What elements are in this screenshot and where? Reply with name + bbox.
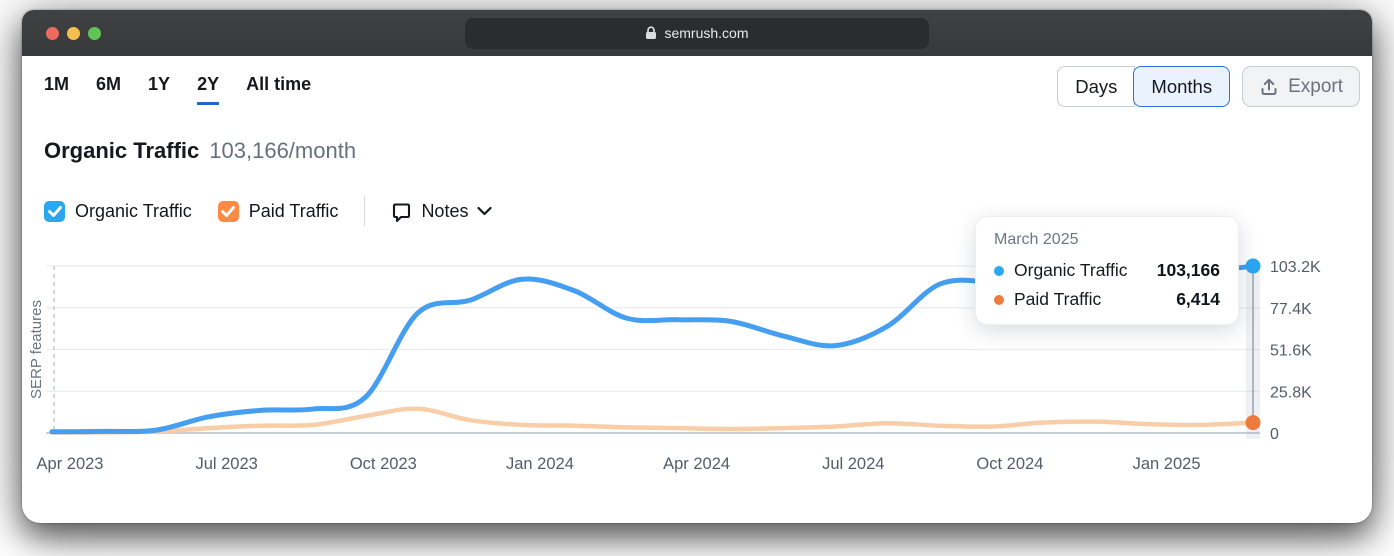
notes-dropdown[interactable]: Notes [391, 200, 493, 222]
tooltip-month: March 2025 [994, 231, 1079, 248]
x-axis-tick-label: Jul 2024 [822, 455, 884, 473]
range-tab-1y[interactable]: 1Y [148, 74, 171, 94]
series-dot-icon [994, 294, 1004, 305]
y-axis-tick-label: 77.4K [1270, 301, 1312, 318]
data-point-dot-organic-traffic [1245, 258, 1261, 274]
x-axis-tick-label: Jan 2025 [1133, 455, 1201, 473]
series-line-paid-traffic [49, 406, 1256, 435]
legend-divider [364, 196, 366, 226]
chart-tooltip: March 2025 Organic Traffic 103,166 Paid Tr… [975, 216, 1239, 325]
minimize-window-button[interactable] [67, 26, 80, 40]
checkbox-organic-traffic[interactable] [44, 200, 65, 222]
x-axis-tick-label: Apr 2023 [37, 455, 104, 473]
page-title: Organic Traffic [44, 138, 200, 163]
data-point-dot-paid-traffic [1245, 415, 1261, 431]
notes-label: Notes [421, 200, 469, 221]
browser-titlebar: semrush.com [22, 10, 1372, 56]
tooltip-series-label: Organic Traffic [1014, 260, 1128, 280]
granularity-days-button[interactable]: Days [1057, 66, 1136, 107]
tooltip-series-value: 6,414 [1176, 289, 1220, 309]
chevron-down-icon [477, 206, 493, 216]
lock-icon [645, 26, 657, 40]
y-axis-tick-label: 0 [1270, 426, 1279, 443]
report-header: Organic Traffic 103,166/month [44, 138, 356, 164]
date-range-tabs: 1M 6M 1Y 2Y All time [44, 74, 311, 105]
y-axis-tick-label: 51.6K [1270, 343, 1312, 360]
x-axis-tick-label: Oct 2024 [976, 455, 1043, 473]
granularity-months-button[interactable]: Months [1133, 66, 1231, 107]
chart-controls: Days Months Export [1057, 66, 1360, 107]
series-dot-icon [994, 265, 1004, 276]
x-axis-tick-label: Apr 2024 [663, 455, 730, 473]
y-axis-tick-label: 103.2K [1270, 259, 1321, 276]
tooltip-series-value: 103,166 [1156, 260, 1220, 280]
range-tab-1m[interactable]: 1M [44, 74, 70, 94]
check-icon [47, 206, 62, 217]
export-label: Export [1288, 75, 1343, 97]
legend-label: Organic Traffic [75, 200, 192, 221]
close-window-button[interactable] [46, 26, 59, 40]
check-icon [221, 206, 236, 217]
tooltip-row-paid-traffic: Paid Traffic 6,414 [994, 289, 1220, 310]
traffic-metric: 103,166/month [209, 138, 357, 163]
export-button[interactable]: Export [1242, 66, 1360, 107]
range-tab-6m[interactable]: 6M [96, 74, 122, 94]
url-text: semrush.com [664, 25, 749, 41]
y-axis-title: SERP features [28, 300, 45, 399]
legend-label: Paid Traffic [248, 200, 339, 221]
notes-icon [391, 201, 412, 222]
export-icon [1259, 77, 1279, 97]
granularity-toggle: Days Months [1057, 66, 1231, 107]
tooltip-row-organic-traffic: Organic Traffic 103,166 [994, 260, 1220, 281]
address-bar[interactable]: semrush.com [465, 17, 929, 49]
range-tab-2y[interactable]: 2Y [197, 74, 220, 105]
tooltip-series-label: Paid Traffic [1014, 289, 1102, 309]
y-axis-tick-label: 25.8K [1270, 384, 1312, 401]
legend-item-paid-traffic[interactable]: Paid Traffic [217, 200, 339, 222]
x-axis-tick-label: Jul 2023 [195, 455, 257, 473]
legend-item-organic-traffic[interactable]: Organic Traffic [44, 200, 192, 222]
zoom-window-button[interactable] [88, 26, 101, 40]
x-axis-tick-label: Jan 2024 [506, 455, 574, 473]
browser-window: semrush.com 1M 6M 1Y 2Y All time Days Months … [22, 10, 1372, 523]
checkbox-paid-traffic[interactable] [217, 200, 239, 222]
range-tab-all-time[interactable]: All time [246, 74, 312, 94]
series-legend: Organic Traffic Paid Traffic Notes [44, 196, 493, 226]
x-axis-tick-label: Oct 2023 [350, 455, 417, 473]
window-controls [46, 10, 101, 56]
